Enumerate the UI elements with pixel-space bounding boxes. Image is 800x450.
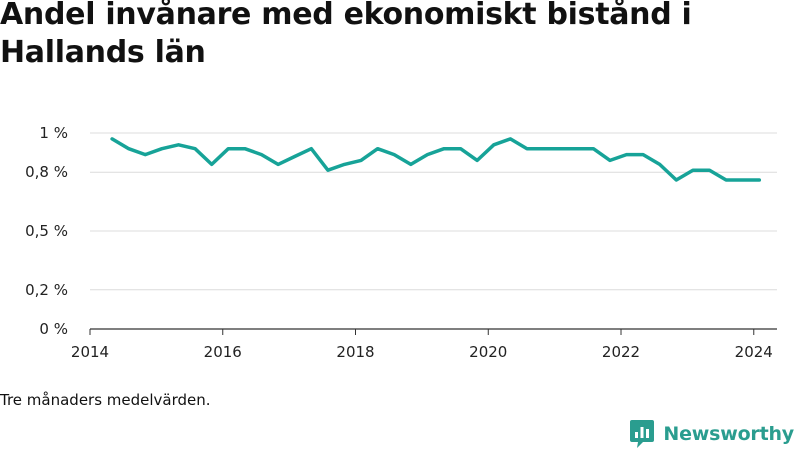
data-point — [326, 169, 330, 172]
x-tick-label: 2024 — [735, 343, 773, 361]
data-point — [525, 147, 529, 150]
series-line — [110, 137, 762, 182]
y-tick-label: 0,8 % — [25, 163, 68, 181]
data-point — [476, 159, 479, 162]
data-point — [276, 163, 280, 166]
y-tick-label: 0,2 % — [25, 281, 68, 299]
x-tick-label: 2014 — [71, 343, 109, 361]
data-point — [293, 155, 296, 158]
data-point — [260, 153, 263, 156]
data-point — [658, 163, 661, 166]
brand-name: Newsworthy — [663, 423, 794, 445]
data-point — [625, 153, 628, 156]
y-tick-label: 0,5 % — [25, 222, 68, 240]
line-chart: 0 % 0,2 % 0,5 % 0,8 % 1 % 2014 2016 2018 2020 202… — [25, 124, 777, 361]
data-point — [144, 153, 147, 156]
x-tick-label: 2022 — [602, 343, 640, 361]
chart-footnote: Tre månaders medelvärden. — [0, 391, 211, 409]
newsworthy-brand: Newsworthy — [629, 419, 794, 449]
data-point — [426, 153, 429, 156]
data-point — [509, 137, 512, 141]
data-point — [177, 143, 180, 146]
data-point — [210, 163, 213, 166]
data-point — [243, 147, 247, 150]
data-point — [691, 169, 695, 172]
data-point — [193, 147, 197, 150]
x-tick-label: 2020 — [469, 343, 507, 361]
data-point — [608, 159, 612, 162]
data-point — [575, 147, 578, 150]
data-point — [442, 147, 446, 150]
data-point — [376, 147, 379, 150]
data-point — [393, 153, 396, 156]
data-point — [592, 147, 595, 150]
data-point — [542, 147, 545, 150]
x-tick-label: 2016 — [204, 343, 242, 361]
data-point — [343, 163, 346, 166]
data-point — [310, 147, 313, 150]
y-tick-label: 1 % — [39, 124, 68, 142]
data-point — [409, 163, 412, 166]
data-point — [758, 178, 761, 182]
data-point — [641, 153, 645, 156]
data-point — [559, 147, 562, 150]
data-point — [127, 147, 130, 150]
newsworthy-logo-icon — [630, 420, 655, 448]
data-point — [359, 159, 363, 162]
chart-title: Andel invånare med ekonomiskt bistånd i … — [0, 0, 692, 70]
data-point — [724, 178, 728, 182]
y-tick-label: 0 % — [39, 320, 68, 338]
data-point — [675, 178, 678, 182]
data-point — [227, 147, 230, 150]
x-tick-label: 2018 — [336, 343, 374, 361]
data-point — [708, 169, 711, 172]
data-point — [741, 178, 744, 182]
data-point — [160, 147, 164, 150]
data-point — [459, 147, 462, 150]
data-point — [492, 143, 495, 146]
data-point — [110, 137, 114, 141]
